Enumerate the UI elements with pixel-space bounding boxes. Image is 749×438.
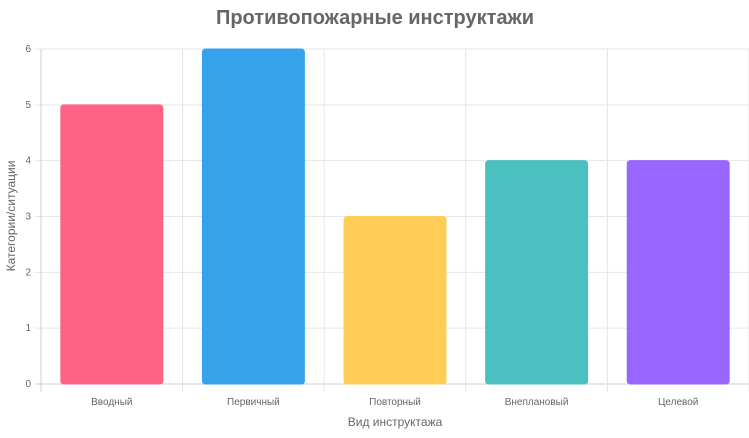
x-tick-label: Первичный [227, 397, 280, 408]
bars [60, 48, 730, 385]
bar-2[interactable] [201, 48, 305, 385]
x-tick-label: Внеплановый [505, 397, 569, 408]
chart-title: Противопожарные инструктажи [216, 7, 534, 29]
y-tick-label: 1 [25, 323, 31, 334]
bar-3[interactable] [343, 216, 447, 385]
y-tick-label: 5 [25, 100, 31, 111]
bar-4[interactable] [485, 160, 589, 385]
x-axis-label: Вид инструктажа [348, 415, 443, 429]
y-axis-ticks: 0 1 2 3 4 5 6 [25, 44, 31, 390]
y-tick-label: 6 [25, 44, 31, 55]
x-axis-ticks: Вводный Первичный Повторный Внеплановый Целе… [91, 397, 698, 408]
y-axis-label: Категории/ситуации [4, 161, 18, 272]
y-tick-label: 4 [25, 156, 31, 167]
y-tick-label: 0 [25, 379, 31, 390]
y-tick-label: 2 [25, 267, 31, 278]
x-tick-label: Целевой [658, 397, 698, 408]
bar-1[interactable] [60, 104, 164, 385]
x-tick-label: Вводный [91, 397, 132, 408]
y-tick-label: 3 [25, 212, 31, 223]
x-tick-label: Повторный [369, 397, 421, 408]
bar-5[interactable] [626, 160, 730, 385]
